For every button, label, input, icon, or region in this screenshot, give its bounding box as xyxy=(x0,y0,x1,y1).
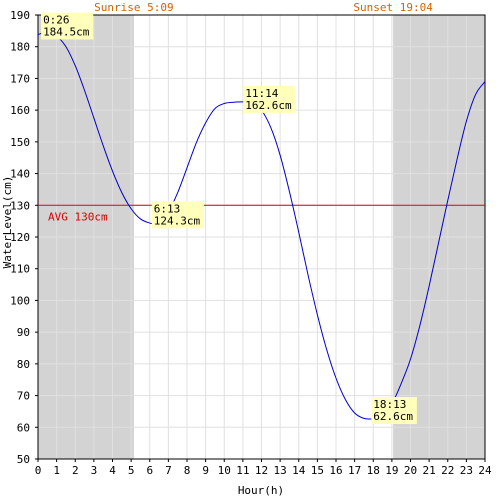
x-tick-label: 24 xyxy=(478,464,492,477)
y-axis-title: WaterLevel(cm) xyxy=(1,176,14,269)
x-tick-label: 22 xyxy=(441,464,454,477)
x-tick-label: 17 xyxy=(348,464,361,477)
annotation-time: 11:14 xyxy=(245,87,278,100)
x-tick-label: 16 xyxy=(329,464,342,477)
x-tick-label: 8 xyxy=(184,464,191,477)
y-tick-label: 120 xyxy=(10,231,30,244)
x-tick-label: 1 xyxy=(53,464,60,477)
y-tick-label: 110 xyxy=(10,263,30,276)
y-tick-label: 80 xyxy=(17,358,30,371)
annotation-box xyxy=(151,201,204,229)
x-tick-label: 11 xyxy=(236,464,249,477)
y-tick-label: 90 xyxy=(17,326,30,339)
annotation-box xyxy=(243,85,296,113)
y-axis-ticks: 50 60 70 80 90 100 110 120 130 140 150 160 170 180 190 xyxy=(10,9,38,466)
x-tick-label: 23 xyxy=(460,464,473,477)
annotation-time: 0:26 xyxy=(43,13,69,26)
annotation-box xyxy=(371,397,417,425)
x-axis-ticks: 0 1 2 3 4 5 6 7 8 9 10 11 12 13 14 15 16 17 18 19 20 21 22 23 24 xyxy=(35,459,492,477)
x-tick-label: 7 xyxy=(165,464,172,477)
y-tick-label: 150 xyxy=(10,136,30,149)
annotation-value: 184.5cm xyxy=(43,25,90,38)
average-label: AVG 130cm xyxy=(48,210,108,223)
y-tick-label: 190 xyxy=(10,9,30,22)
x-axis-title: Hour(h) xyxy=(238,484,284,497)
annotation-time: 18:13 xyxy=(373,398,406,411)
y-tick-label: 50 xyxy=(17,453,30,466)
tide-extrema-annotations: 0:26184.5cm6:13124.3cm11:14162.6cm18:136… xyxy=(41,12,417,425)
y-tick-label: 140 xyxy=(10,168,30,181)
sunset-label: Sunset 19:04 xyxy=(353,1,433,14)
x-tick-label: 15 xyxy=(311,464,324,477)
y-tick-label: 170 xyxy=(10,72,30,85)
annotation-value: 162.6cm xyxy=(245,99,292,112)
y-tick-label: 180 xyxy=(10,41,30,54)
y-tick-label: 60 xyxy=(17,421,30,434)
x-tick-label: 19 xyxy=(385,464,398,477)
x-tick-label: 20 xyxy=(404,464,417,477)
x-tick-label: 14 xyxy=(292,464,306,477)
x-tick-label: 9 xyxy=(202,464,209,477)
annotation-value: 62.6cm xyxy=(373,410,413,423)
x-tick-label: 4 xyxy=(109,464,116,477)
x-tick-label: 18 xyxy=(367,464,380,477)
x-tick-label: 5 xyxy=(128,464,135,477)
x-tick-label: 3 xyxy=(91,464,98,477)
x-tick-label: 6 xyxy=(146,464,153,477)
y-tick-label: 160 xyxy=(10,104,30,117)
x-tick-label: 2 xyxy=(72,464,79,477)
annotation-time: 6:13 xyxy=(154,202,181,215)
y-tick-label: 130 xyxy=(10,199,30,212)
x-tick-label: 21 xyxy=(423,464,436,477)
y-tick-label: 70 xyxy=(17,390,30,403)
annotation-box xyxy=(41,12,94,40)
y-tick-label: 100 xyxy=(10,294,30,307)
x-tick-label: 13 xyxy=(274,464,287,477)
x-tick-label: 0 xyxy=(35,464,42,477)
x-tick-label: 10 xyxy=(218,464,231,477)
x-tick-label: 12 xyxy=(255,464,268,477)
sunrise-label: Sunrise 5:09 xyxy=(94,1,173,14)
annotation-value: 124.3cm xyxy=(154,214,201,227)
